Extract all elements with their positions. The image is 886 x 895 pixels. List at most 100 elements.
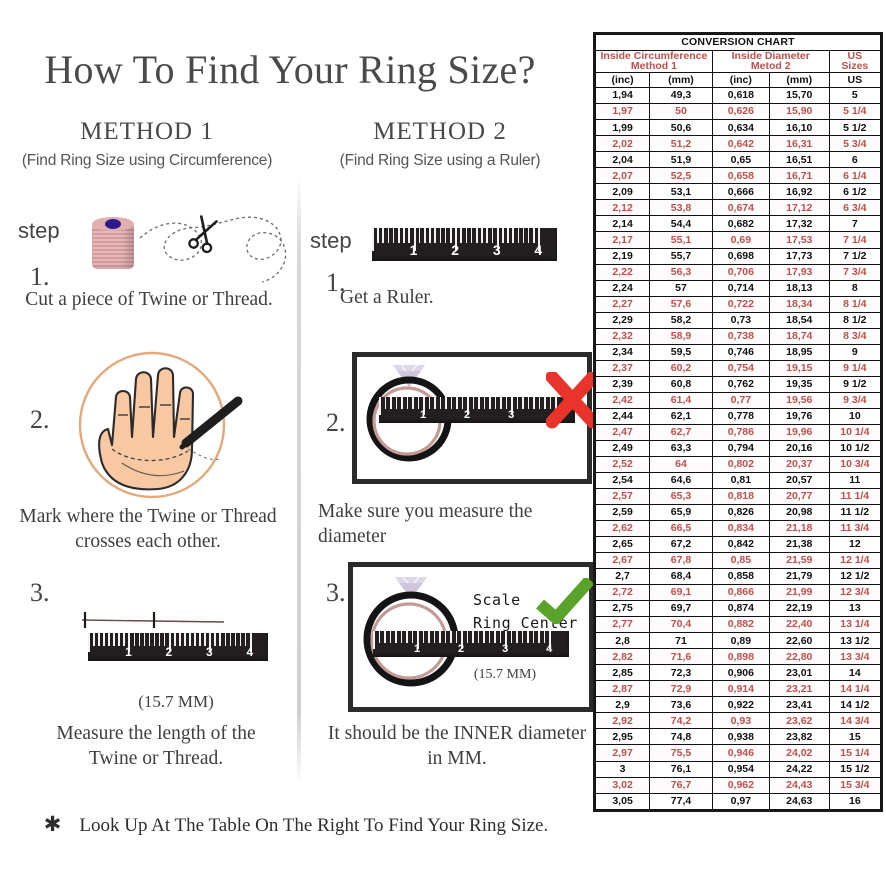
cell-measurement: 56,3 [649,263,713,281]
ruler-graphic-step3b: 1 2 3 4 [373,631,569,657]
ruler-tick-label: 2 [451,242,460,259]
table-row: 2,65 67,2 0,842 21,38 12 [594,536,882,554]
wrong-x-mark-icon [546,372,600,429]
cell-measurement: 50,6 [649,119,713,137]
ruler-tick-label: 3 [508,408,515,421]
cell-measurement: 19,76 [768,407,830,425]
cell-us-size: 8 1/2 [828,311,882,329]
cell-us-size: 5 [828,87,882,105]
cell-measurement: 0,738 [711,327,770,345]
method-1-step-1-caption: Cut a piece of Twine or Thread. [25,289,273,310]
cell-us-size: 11 1/2 [828,503,882,522]
cell-measurement: 50 [649,103,713,121]
cell-measurement: 57,6 [649,295,713,313]
cell-measurement: 16,71 [768,167,830,185]
cell-measurement: 0,778 [711,407,770,425]
cell-us-size: 6 1/4 [828,167,882,185]
table-row: 2,57 65,3 0,818 20,77 11 1/4 [594,487,882,506]
table-row: 2,12 53,8 0,674 17,12 6 3/4 [594,199,882,217]
cell-measurement: 3 [594,760,651,778]
table-row: 2,67 67,8 0,85 21,59 12 1/4 [594,552,882,570]
cell-measurement: 19,15 [768,359,830,377]
asterisk-icon: ✱ [43,812,62,836]
cell-measurement: 0,658 [711,167,770,185]
table-group-header-0: Inside Circumference Method 1 [595,49,713,73]
cell-us-size: 14 1/2 [828,696,882,714]
cell-measurement: 20,57 [768,471,830,489]
cell-measurement: 55,7 [649,247,713,265]
cell-us-size: 6 1/2 [828,183,882,201]
cell-measurement: 17,93 [768,263,830,281]
method-2-step-3-caption: It should be the INNER diameter in MM. [327,723,587,769]
cell-us-size: 6 3/4 [828,199,882,217]
cell-measurement: 0,962 [711,776,770,794]
ruler-tick-label: 1 [409,242,418,259]
cell-measurement: 2,17 [594,231,651,249]
cell-measurement: 3,05 [594,792,651,811]
method-1-step-2-caption: Mark where the Twine or Thread crosses e… [19,506,277,552]
table-group-header-2: US Sizes [828,49,882,73]
cell-measurement: 15,70 [768,87,830,105]
method-2-step-word: step [310,228,352,253]
cell-measurement: 16,31 [768,135,830,153]
cell-measurement: 23,62 [768,712,830,730]
table-row: 2,75 69,7 0,874 22,19 13 [594,600,882,618]
cell-measurement: 21,79 [768,568,830,586]
cell-measurement: 0,706 [711,263,770,281]
cell-measurement: 58,2 [649,311,713,329]
correct-check-mark-icon [536,578,595,624]
cell-measurement: 0,826 [711,503,770,522]
cell-measurement: 22,19 [768,600,830,618]
table-row: 2,85 72,3 0,906 23,01 14 [594,664,882,682]
cell-us-size: 5 1/4 [828,103,882,121]
table-row: 2,19 55,7 0,698 17,73 7 1/2 [594,247,882,265]
cell-us-size: 13 [828,600,882,618]
cell-us-size: 14 1/4 [828,680,882,698]
cell-measurement: 19,96 [768,423,830,441]
scale-ring-center-label: Scale Ring Center [473,591,578,632]
cell-measurement: 0,626 [711,103,770,121]
table-unit-header-4: US [828,71,882,89]
hand-measure-illustration [60,345,275,505]
ruler-tick-label: 1 [419,408,427,421]
method-1-subtitle: (Find Ring Size using Circumference) [21,152,273,169]
cell-us-size: 10 1/4 [828,423,882,441]
cell-measurement: 2,72 [594,584,651,602]
cell-measurement: 63,3 [649,439,713,457]
cell-measurement: 53,1 [649,183,713,201]
cell-measurement: 18,13 [768,279,830,297]
cell-us-size: 9 [828,343,882,361]
ruler-tick-label: 4 [534,242,543,259]
cell-measurement: 0,922 [711,696,770,714]
cell-measurement: 3,02 [594,776,651,794]
cell-measurement: 67,2 [649,536,713,554]
cell-measurement: 0,794 [711,439,770,457]
cell-measurement: 66,5 [649,520,713,538]
cell-measurement: 21,99 [768,584,830,602]
table-row: 2,09 53,1 0,666 16,92 6 1/2 [594,183,882,201]
pen-icon [179,396,243,450]
cell-measurement: 2,9 [594,696,651,714]
cell-measurement: 0,81 [711,471,770,489]
cell-measurement: 2,39 [594,375,651,393]
cell-measurement: 0,882 [711,616,770,634]
ruler-tick-label: 1 [125,644,132,659]
method-1-step-3-number: 3. [30,578,50,607]
table-row: 2,27 57,6 0,722 18,34 8 1/4 [594,295,882,313]
cell-measurement: 2,77 [594,616,651,634]
method-2-step-2-caption: Make sure you measure the diameter [318,501,533,547]
cell-us-size: 7 [828,215,882,233]
cell-measurement: 76,1 [649,760,713,778]
table-unit-header-3: (mm) [768,71,830,89]
cell-measurement: 17,12 [768,199,830,217]
cell-us-size: 12 1/4 [828,552,882,570]
ruler-graphic-step3: 1 2 3 4 [88,633,268,661]
table-row: 3,02 76,7 0,962 24,43 15 3/4 [594,776,882,794]
cell-measurement: 0,85 [711,552,770,570]
table-row: 2,87 72,9 0,914 23,21 14 1/4 [594,680,882,698]
ruler-tick-label: 3 [206,644,213,659]
cell-us-size: 12 3/4 [828,584,882,602]
cell-measurement: 57 [649,279,713,297]
cell-us-size: 12 1/2 [828,568,882,586]
diamond-icon [395,576,427,599]
